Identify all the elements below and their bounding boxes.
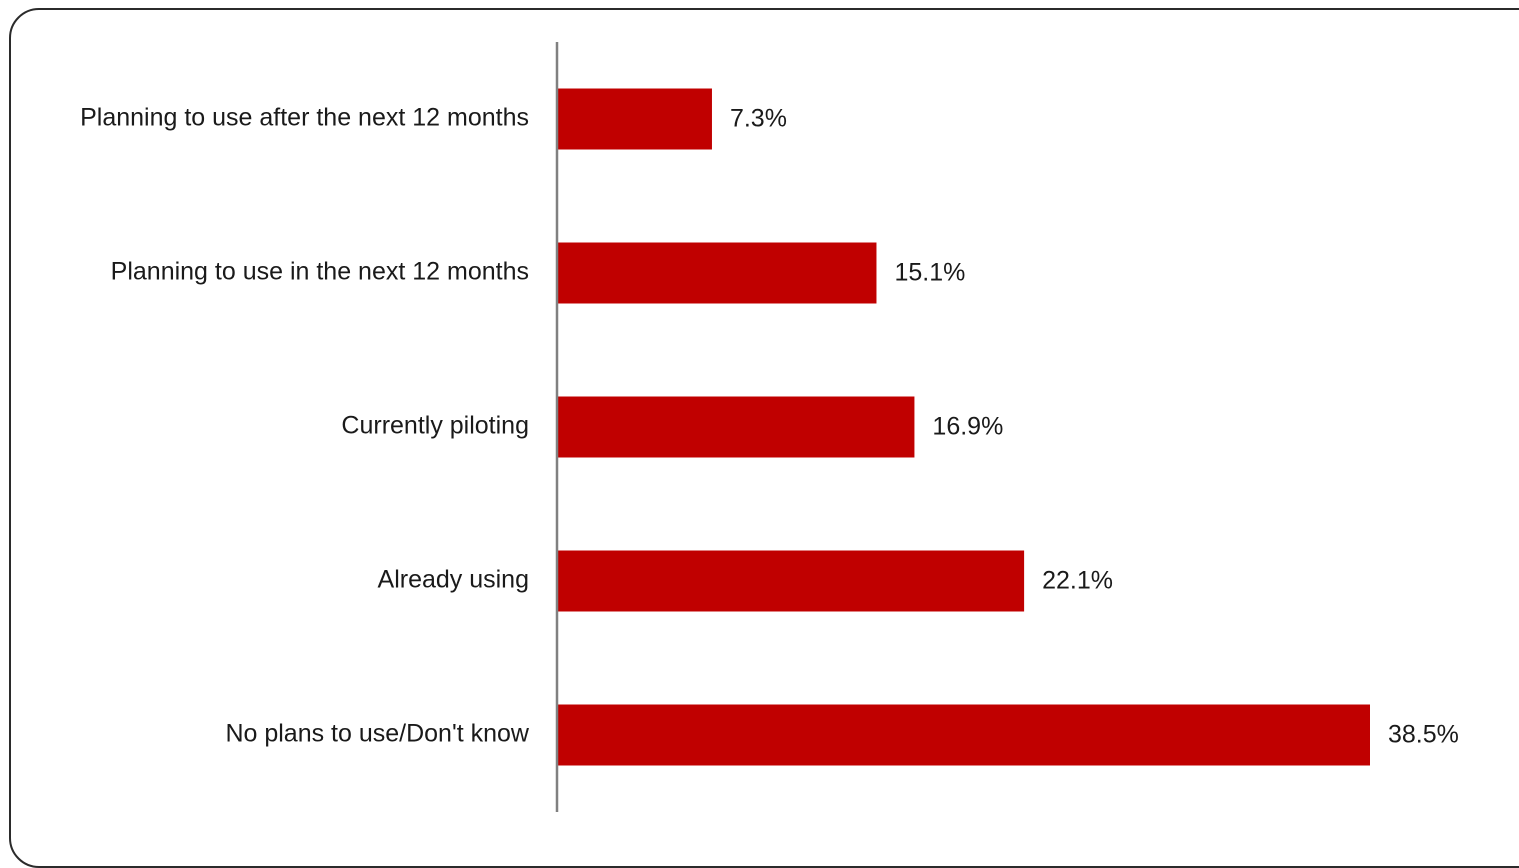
category-label-3: Already using bbox=[378, 566, 529, 594]
bar-1 bbox=[558, 242, 877, 304]
value-label-1: 15.1% bbox=[894, 259, 965, 287]
value-label-2: 16.9% bbox=[932, 413, 1003, 441]
category-label-1: Planning to use in the next 12 months bbox=[111, 258, 529, 286]
bar-0 bbox=[558, 88, 712, 150]
value-label-4: 38.5% bbox=[1388, 721, 1459, 749]
bar-3 bbox=[558, 550, 1025, 612]
category-label-0: Planning to use after the next 12 months bbox=[80, 104, 529, 132]
value-labels: 7.3% 15.1% 16.9% 22.1% 38.5% bbox=[730, 105, 1459, 749]
bars-layer bbox=[558, 88, 1370, 766]
bar-2 bbox=[558, 396, 915, 458]
category-labels: Planning to use after the next 12 months… bbox=[80, 104, 530, 748]
category-label-2: Currently piloting bbox=[341, 412, 529, 440]
category-label-4: No plans to use/Don't know bbox=[225, 720, 529, 748]
bar-4 bbox=[558, 704, 1370, 766]
value-label-0: 7.3% bbox=[730, 105, 787, 133]
value-label-3: 22.1% bbox=[1042, 567, 1113, 595]
bar-chart: Planning to use after the next 12 months… bbox=[80, 42, 1459, 812]
